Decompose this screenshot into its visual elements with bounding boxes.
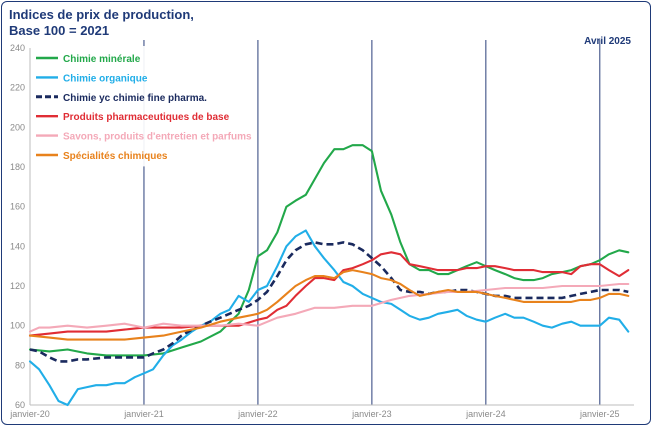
legend-label-specialites-chimiques: Spécialités chimiques	[63, 151, 168, 162]
legend-label-chimie-organique: Chimie organique	[63, 73, 148, 84]
legend-label-produits-pharmaceutiques-de-base: Produits pharmaceutiques de base	[63, 112, 230, 123]
legend-label-chimie-minerale: Chimie minérale	[63, 54, 141, 65]
chart-title-line-1: Indices de prix de production,	[9, 7, 194, 22]
x-tick-label: janvier-22	[237, 409, 278, 419]
y-tick-label: 240	[10, 43, 25, 53]
legend-background	[32, 46, 254, 167]
series-line-chimie-minerale	[28, 144, 630, 357]
y-tick-label: 220	[10, 83, 25, 93]
y-tick-label: 140	[10, 241, 25, 251]
y-tick-label: 100	[10, 321, 25, 331]
legend-label-chimie-yc-chimie-fine-pharma: Chimie yc chimie fine pharma.	[63, 93, 207, 104]
y-tick-label: 80	[15, 360, 25, 370]
x-tick-label: janvier-23	[351, 409, 392, 419]
x-tick-label: janvier-24	[465, 409, 506, 419]
y-tick-label: 60	[15, 400, 25, 410]
x-tick-label: janvier-20	[9, 409, 50, 419]
y-tick-label: 120	[10, 281, 25, 291]
series-line-chimie-yc-chimie-fine-pharma	[29, 241, 629, 363]
chart-title-line-2: Base 100 = 2021	[9, 23, 110, 38]
x-tick-label: janvier-25	[579, 409, 620, 419]
series-lines	[28, 144, 630, 407]
axes	[29, 48, 634, 406]
x-axis-tick-labels: janvier-20 janvier-21 janvier-22 janvier-23…	[9, 409, 619, 419]
chart-title: Indices de prix de production, Base 100 …	[9, 7, 194, 39]
y-tick-label: 180	[10, 162, 25, 172]
legend-label-savons-produits-d-entretien-et-parfums: Savons, produits d'entretien et parfums	[63, 132, 252, 143]
legend: Chimie minérale Chimie organique Chimie yc…	[32, 46, 254, 167]
series-line-savons-produits-d-entretien-et-parfums	[28, 282, 630, 333]
series-line-specialites-chimiques	[28, 269, 630, 341]
y-axis-tick-labels: 60 80 100 120 140 160 180 200 220 240	[10, 43, 25, 410]
date-badge: Avril 2025	[584, 36, 631, 47]
y-tick-label: 160	[10, 202, 25, 212]
x-tick-label: janvier-21	[123, 409, 164, 419]
y-tick-label: 200	[10, 122, 25, 132]
series-line-chimie-organique	[28, 229, 630, 407]
